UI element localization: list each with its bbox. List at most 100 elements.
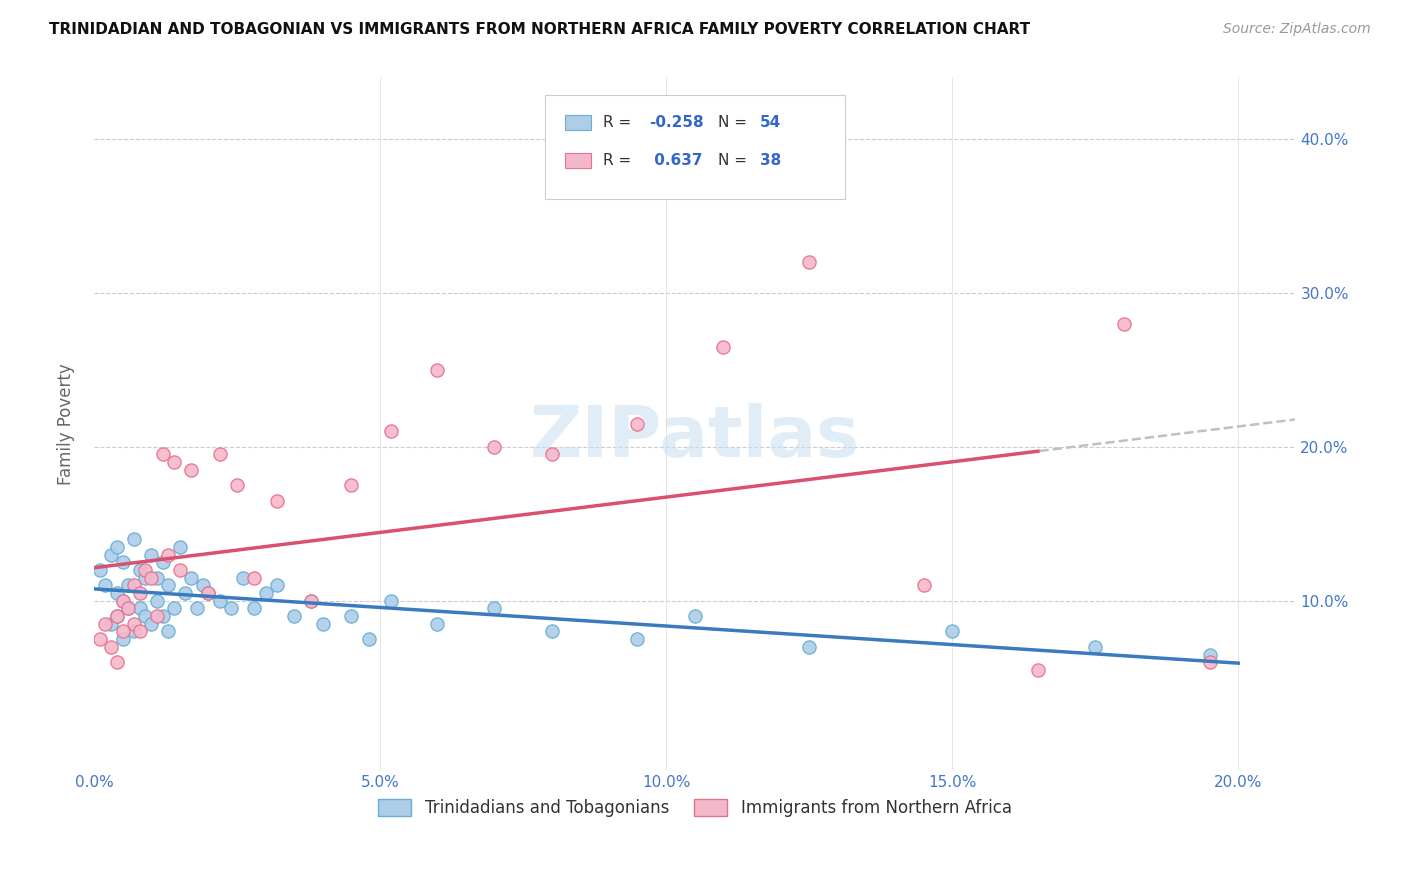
Text: 0.637: 0.637 [650,153,703,168]
Point [94,578,117,592]
Point [283,609,305,624]
Point [117,601,139,615]
Point [232,571,254,585]
Point [146,571,169,585]
Point [146,609,169,624]
Point [141,548,163,562]
Point [484,601,506,615]
Point [626,632,648,647]
Point [243,601,266,615]
Point [299,593,322,607]
Point [1026,663,1049,677]
Point [208,593,231,607]
Point [111,624,134,639]
Point [117,601,139,615]
Point [122,624,145,639]
Point [117,578,139,592]
Point [1198,655,1220,669]
FancyBboxPatch shape [565,153,592,169]
Point [243,571,266,585]
Point [134,609,156,624]
Point [105,540,128,554]
Point [626,417,648,431]
Y-axis label: Family Poverty: Family Poverty [58,363,75,484]
Text: N =: N = [717,115,751,130]
Point [94,616,117,631]
Point [157,624,180,639]
Point [683,609,706,624]
Point [163,455,186,469]
Point [312,616,335,631]
Text: Source: ZipAtlas.com: Source: ZipAtlas.com [1223,22,1371,37]
Point [122,532,145,546]
Point [426,363,449,377]
Point [105,609,128,624]
Point [152,609,174,624]
Point [111,555,134,569]
Point [169,563,191,577]
FancyBboxPatch shape [565,115,592,130]
Text: TRINIDADIAN AND TOBAGONIAN VS IMMIGRANTS FROM NORTHERN AFRICA FAMILY POVERTY COR: TRINIDADIAN AND TOBAGONIAN VS IMMIGRANTS… [49,22,1031,37]
Point [711,340,734,354]
Point [111,593,134,607]
Point [941,624,963,639]
Text: N =: N = [717,153,751,168]
Legend: Trinidadians and Tobagonians, Immigrants from Northern Africa: Trinidadians and Tobagonians, Immigrants… [371,792,1018,824]
Point [380,425,402,439]
Point [134,571,156,585]
Point [197,586,219,600]
Point [254,586,277,600]
Point [380,593,402,607]
Point [134,563,156,577]
Point [1112,317,1135,331]
Point [219,601,242,615]
Point [89,632,111,647]
Point [169,540,191,554]
Point [105,586,128,600]
Point [128,624,150,639]
Point [797,640,820,654]
Point [340,609,363,624]
Point [1198,648,1220,662]
Point [128,601,150,615]
Point [100,640,122,654]
Point [180,463,202,477]
Point [100,616,122,631]
Point [540,624,562,639]
Point [226,478,249,492]
Point [191,578,214,592]
Text: 38: 38 [759,153,780,168]
Point [912,578,935,592]
Text: -0.258: -0.258 [650,115,703,130]
Point [105,655,128,669]
Point [208,448,231,462]
Point [157,548,180,562]
Point [357,632,380,647]
Point [122,578,145,592]
Point [89,563,111,577]
Point [128,563,150,577]
Point [105,609,128,624]
Point [100,548,122,562]
Point [141,616,163,631]
Point [111,593,134,607]
Text: R =: R = [603,153,637,168]
Point [266,578,288,592]
Point [128,586,150,600]
Point [540,448,562,462]
Point [299,593,322,607]
Point [1084,640,1107,654]
Point [197,586,219,600]
Point [186,601,208,615]
Point [174,586,197,600]
Point [152,555,174,569]
Point [146,593,169,607]
Point [157,578,180,592]
Point [152,448,174,462]
Point [122,616,145,631]
Point [141,571,163,585]
Point [426,616,449,631]
Point [163,601,186,615]
Point [340,478,363,492]
FancyBboxPatch shape [544,95,845,199]
